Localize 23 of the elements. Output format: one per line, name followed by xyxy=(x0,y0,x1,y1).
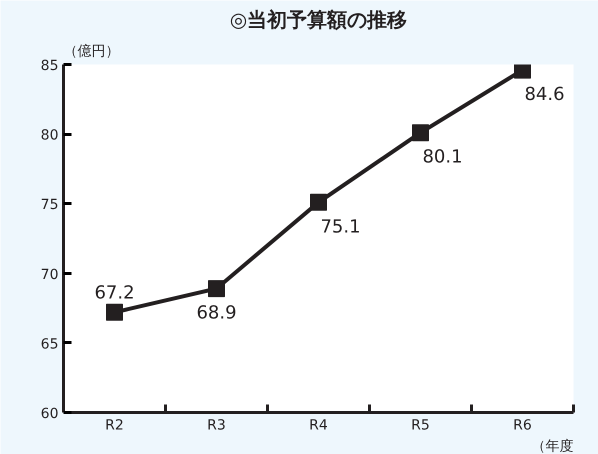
point xyxy=(106,304,123,321)
x-tick-label: R3 xyxy=(207,418,226,434)
chart-title: ◎当初予算額の推移 xyxy=(230,8,408,32)
y-tick-label: 65 xyxy=(40,336,59,352)
x-tick-label: R4 xyxy=(309,418,328,434)
x-tick-label: R2 xyxy=(105,418,124,434)
data-label: 84.6 xyxy=(524,84,565,106)
y-axis-title: （億円） xyxy=(64,44,120,60)
y-tick-label: 80 xyxy=(40,128,59,144)
y-tick-label: 60 xyxy=(40,406,59,422)
y-tick-label: 75 xyxy=(40,197,59,214)
x-tick-label: R5 xyxy=(411,418,430,434)
data-label: 75.1 xyxy=(320,216,361,238)
data-label: 67.2 xyxy=(94,282,135,304)
data-label: 80.1 xyxy=(422,146,463,168)
y-tick-label: 85 xyxy=(40,58,59,74)
data-label: 68.9 xyxy=(196,302,237,324)
x-axis-title: （年度 xyxy=(532,438,574,454)
x-tick-label: R6 xyxy=(513,418,532,434)
point xyxy=(310,194,327,211)
point xyxy=(208,280,225,298)
y-tick-label: 70 xyxy=(40,266,59,283)
point xyxy=(412,124,429,142)
